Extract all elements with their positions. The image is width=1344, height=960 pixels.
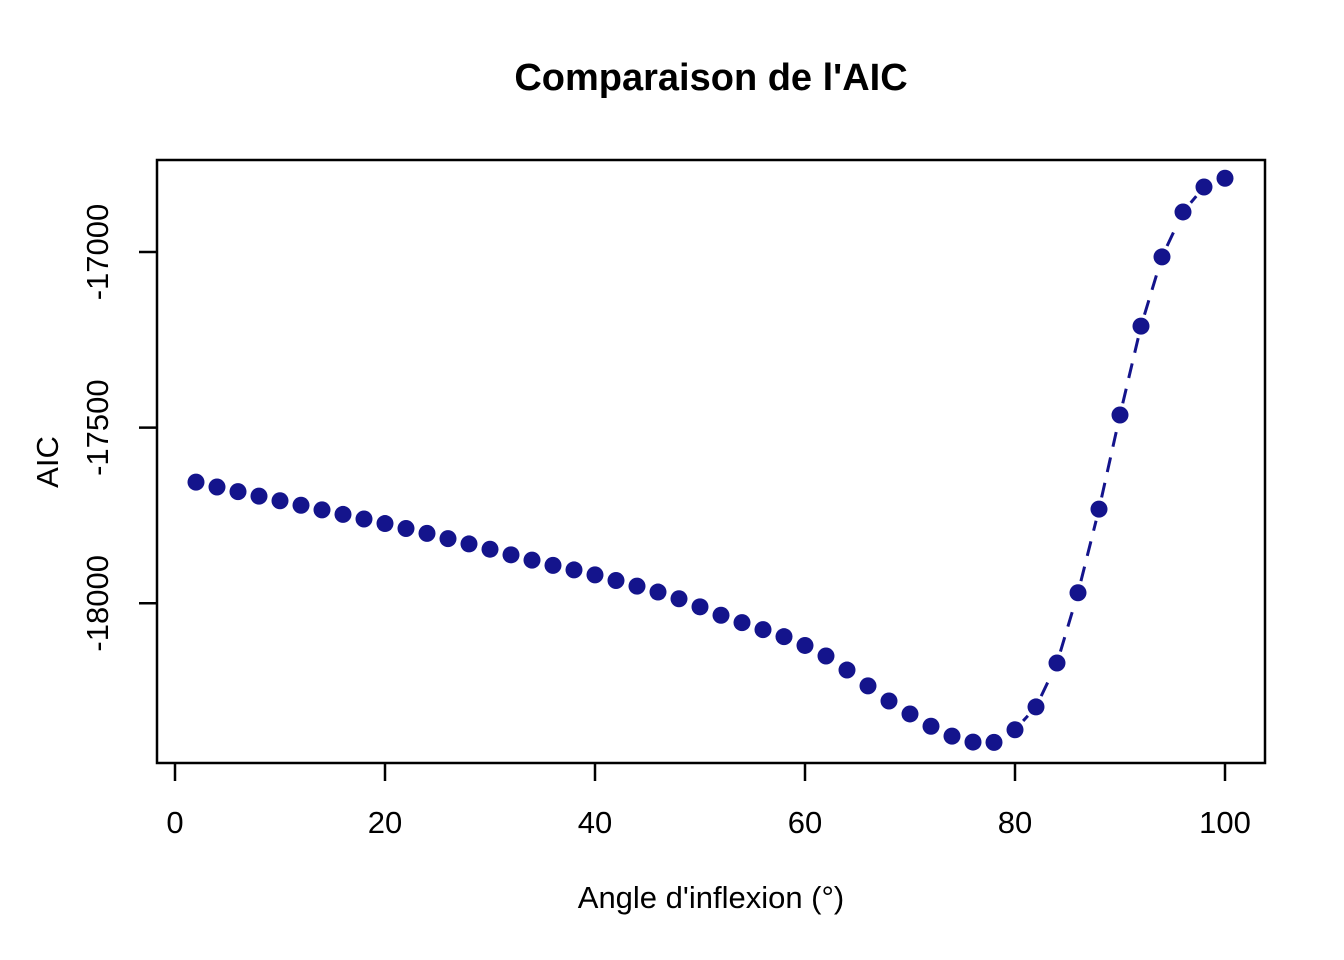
- data-point: [607, 571, 625, 589]
- data-point: [481, 540, 499, 558]
- data-point: [523, 551, 541, 569]
- series-segment: [1100, 426, 1119, 498]
- x-axis-ticks: 0 20 40 60 80 100: [166, 763, 1251, 840]
- data-point: [838, 661, 856, 679]
- data-point: [712, 606, 730, 624]
- x-tick-label: 0: [166, 805, 183, 840]
- data-point: [439, 530, 457, 548]
- data-point: [1195, 178, 1213, 196]
- data-point: [586, 566, 604, 584]
- x-tick-label: 100: [1199, 805, 1251, 840]
- y-tick-label: -18000: [80, 555, 115, 652]
- data-point: [1174, 203, 1192, 221]
- series-segment: [1058, 603, 1077, 652]
- data-point: [922, 717, 940, 735]
- data-series: [187, 169, 1234, 751]
- data-point: [775, 628, 793, 646]
- data-point: [460, 535, 478, 553]
- y-tick-label: -17000: [80, 204, 115, 301]
- data-point: [355, 510, 373, 528]
- data-point: [691, 598, 709, 616]
- data-point: [334, 505, 352, 523]
- chart-title: Comparaison de l'AIC: [514, 57, 907, 99]
- data-point: [1216, 169, 1234, 187]
- data-point: [250, 487, 268, 505]
- data-point: [565, 561, 583, 579]
- data-point: [1027, 698, 1045, 716]
- data-point: [1153, 248, 1171, 266]
- data-point: [1111, 406, 1129, 424]
- data-point: [1132, 317, 1150, 335]
- data-point: [817, 647, 835, 665]
- data-point: [880, 692, 898, 710]
- series-segment: [1039, 673, 1054, 697]
- data-point: [1048, 654, 1066, 672]
- series-segment: [1079, 520, 1098, 582]
- series-segment: [1121, 337, 1140, 404]
- x-tick-label: 40: [578, 805, 612, 840]
- data-point: [796, 636, 814, 654]
- series-segment: [1143, 267, 1160, 316]
- x-tick-label: 80: [998, 805, 1032, 840]
- data-point: [502, 546, 520, 564]
- data-point: [754, 621, 772, 639]
- data-point: [208, 478, 226, 496]
- x-tick-label: 60: [788, 805, 822, 840]
- data-point: [1090, 500, 1108, 518]
- x-tick-label: 20: [368, 805, 402, 840]
- data-point: [271, 492, 289, 510]
- plot-border: [155, 158, 1267, 765]
- data-point: [376, 515, 394, 533]
- data-point: [628, 577, 646, 595]
- data-point: [964, 733, 982, 751]
- series-segment: [1165, 222, 1180, 247]
- series-segment: [1189, 195, 1198, 204]
- data-point: [985, 733, 1003, 751]
- data-point: [418, 524, 436, 542]
- series-segment: [1022, 714, 1029, 722]
- x-axis-label: Angle d'inflexion (°): [578, 880, 844, 915]
- data-point: [901, 705, 919, 723]
- data-point: [670, 590, 688, 608]
- data-point: [397, 519, 415, 537]
- data-point: [229, 483, 247, 501]
- y-tick-label: -17500: [80, 379, 115, 476]
- data-point: [544, 556, 562, 574]
- data-point: [859, 677, 877, 695]
- data-point: [187, 473, 205, 491]
- y-axis-label: AIC: [30, 436, 65, 488]
- data-point: [1006, 721, 1024, 739]
- data-point: [313, 501, 331, 519]
- data-point: [649, 583, 667, 601]
- y-axis-ticks: -17000 -17500 -18000: [80, 204, 157, 652]
- data-point: [943, 727, 961, 745]
- data-point: [292, 496, 310, 514]
- data-point: [1069, 584, 1087, 602]
- data-point: [733, 614, 751, 632]
